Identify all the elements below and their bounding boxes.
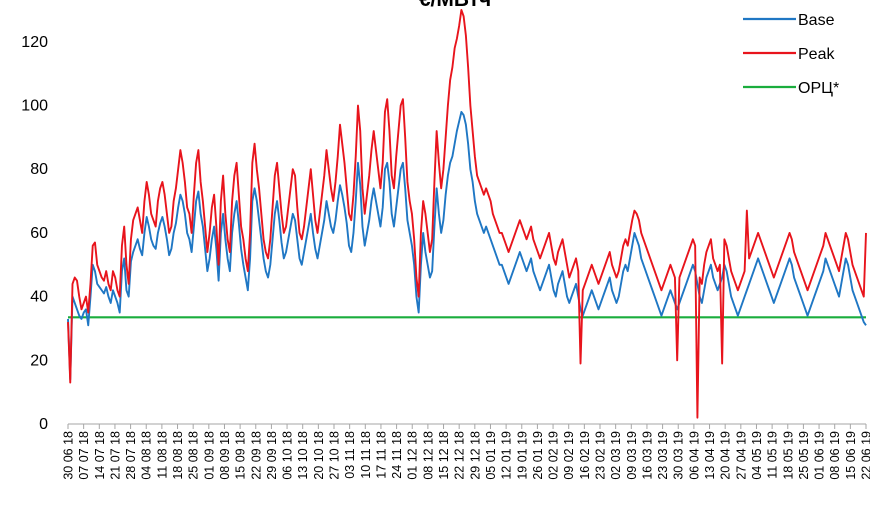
x-tick-label: 26 01 19	[531, 431, 545, 480]
x-tick-label: 11 08 18	[155, 431, 169, 479]
x-tick-label: 08 12 18	[421, 431, 435, 480]
x-tick-label: 29 12 18	[468, 431, 482, 480]
x-tick-label: 15 12 18	[437, 431, 451, 480]
x-tick-label: 20 04 19	[719, 431, 733, 480]
x-tick-label: 22 12 18	[453, 431, 467, 480]
x-tick-label: 13 10 18	[296, 431, 310, 480]
x-tick-label: 15 06 19	[844, 431, 858, 480]
x-tick-label: 28 07 18	[124, 431, 138, 480]
x-tick-label: 25 08 18	[187, 431, 201, 480]
x-tick-label: 05 01 19	[484, 431, 498, 480]
x-tick-label: 02 02 19	[547, 431, 561, 480]
y-tick-label: 60	[30, 225, 48, 242]
x-tick-label: 18 08 18	[171, 431, 185, 480]
x-tick-label: 24 11 18	[390, 431, 404, 479]
x-tick-label: 25 05 19	[797, 431, 811, 480]
x-tick-label: 30 06 18	[62, 431, 76, 480]
x-tick-label: 23 02 19	[594, 431, 608, 480]
x-tick-label: 22 06 19	[860, 431, 870, 480]
y-tick-label: 20	[30, 352, 48, 369]
x-tick-label: 14 07 18	[93, 431, 107, 480]
legend-label: Base	[798, 12, 835, 29]
x-tick-label: 06 04 19	[687, 431, 701, 480]
x-tick-label: 06 10 18	[281, 431, 295, 480]
x-tick-label: 09 02 19	[562, 431, 576, 480]
x-tick-label: 04 05 19	[750, 431, 764, 480]
x-tick-label: 07 07 18	[77, 431, 91, 480]
x-tick-label: 11 05 19	[766, 431, 780, 479]
x-tick-label: 27 04 19	[734, 431, 748, 480]
series-line-peak	[67, 9, 867, 419]
x-tick-label: 02 03 19	[609, 431, 623, 480]
x-tick-label: 10 11 18	[359, 431, 373, 479]
y-tick-label: 0	[39, 416, 48, 433]
x-tick-label: 04 08 18	[140, 431, 154, 480]
x-tick-label: 13 04 19	[703, 431, 717, 480]
series-lines	[67, 9, 867, 419]
x-tick-label: 23 03 19	[656, 431, 670, 480]
y-tick-label: 40	[30, 289, 48, 306]
x-tick-label: 09 03 19	[625, 431, 639, 480]
x-tick-label: 08 06 19	[828, 431, 842, 480]
x-tick-label: 01 12 18	[406, 431, 420, 480]
x-tick-label: 16 03 19	[640, 431, 654, 480]
legend-label: ОРЦ*	[798, 80, 839, 97]
y-tick-label: 100	[21, 98, 48, 115]
legend: Base Peak ОРЦ*	[743, 12, 839, 97]
x-tick-label: 19 01 19	[515, 431, 529, 480]
y-tick-label: 120	[21, 34, 48, 51]
x-tick-label: 01 06 19	[813, 431, 827, 480]
legend-label: Peak	[798, 46, 835, 63]
x-tick-label: 20 10 18	[312, 431, 326, 480]
x-tick-label: 21 07 18	[108, 431, 122, 480]
series-line-base	[67, 110, 867, 381]
chart-title: €/МВтч	[419, 0, 491, 11]
x-tick-label: 22 09 18	[249, 431, 263, 480]
x-tick-label: 15 09 18	[234, 431, 248, 480]
x-tick-label: 30 03 19	[672, 431, 686, 480]
x-tick-label: 27 10 18	[328, 431, 342, 480]
y-tick-label: 80	[30, 161, 48, 178]
x-tick-label: 18 05 19	[781, 431, 795, 480]
x-tick-label: 08 09 18	[218, 431, 232, 480]
x-tick-label: 12 01 19	[500, 431, 514, 480]
y-axis: 0 20 40 60 80 100 120	[21, 34, 48, 433]
x-tick-label: 03 11 18	[343, 431, 357, 479]
x-tick-label: 17 11 18	[374, 431, 388, 479]
x-tick-label: 16 02 19	[578, 431, 592, 480]
x-axis: 30 06 18 07 07 18 14 07 18 21 07 18 28 07 18…	[62, 423, 870, 480]
x-tick-label: 01 09 18	[202, 431, 216, 480]
x-tick-label: 29 09 18	[265, 431, 279, 480]
